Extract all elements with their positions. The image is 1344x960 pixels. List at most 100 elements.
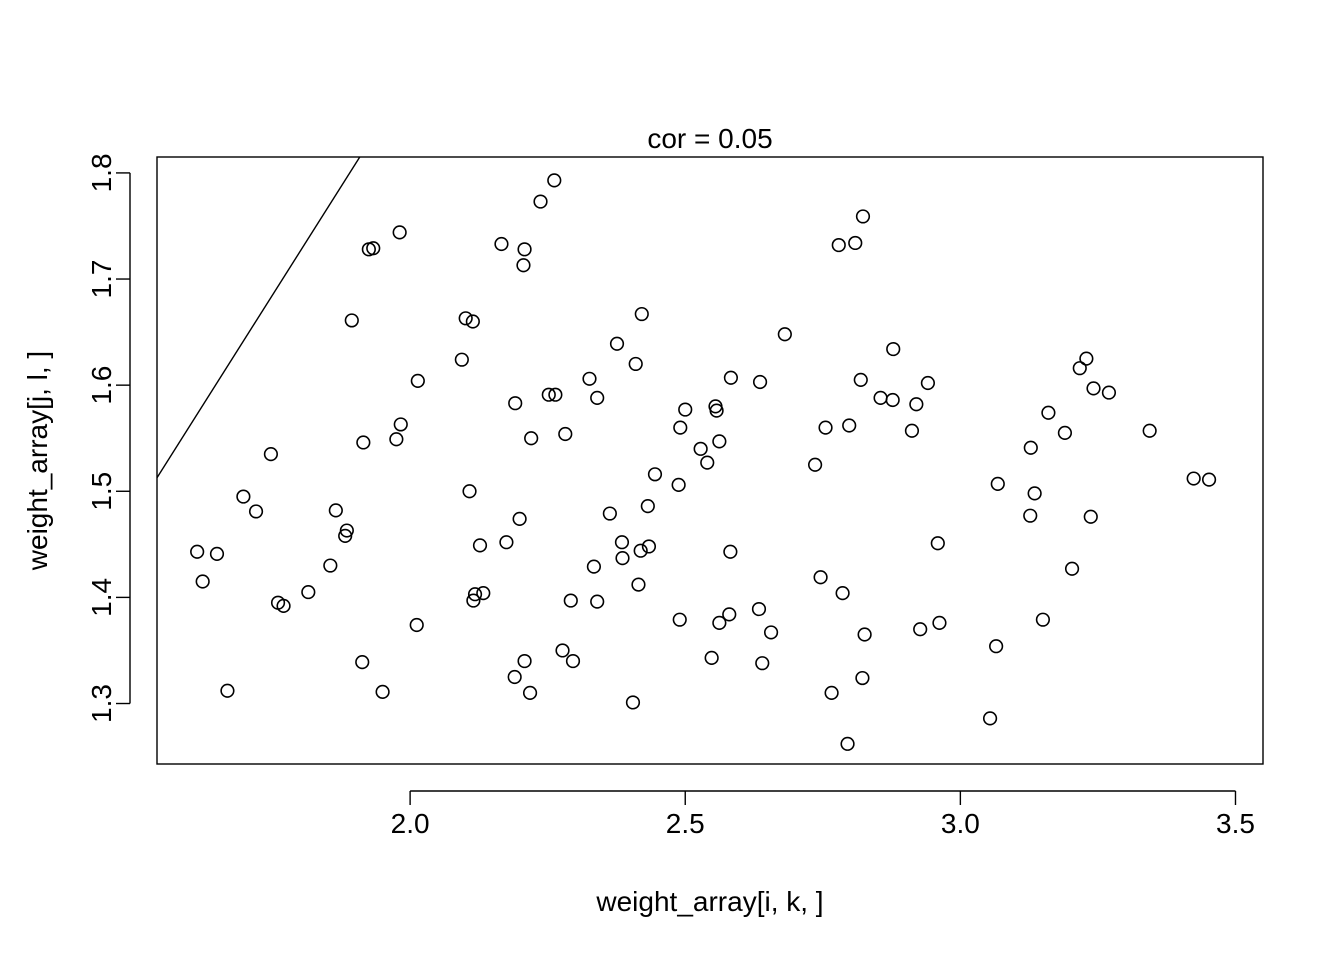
data-point [1079, 351, 1094, 366]
data-point [722, 607, 737, 622]
x-tick-label: 2.0 [391, 808, 430, 839]
y-tick-label: 1.6 [86, 366, 117, 405]
data-point [824, 685, 839, 701]
data-point [704, 650, 719, 665]
data-point [366, 241, 381, 256]
data-point [248, 504, 264, 519]
reference-line [156, 156, 361, 479]
data-point [1086, 381, 1101, 396]
data-point [323, 558, 338, 573]
data-point [700, 455, 715, 470]
data-point [1083, 509, 1098, 524]
data-point [276, 598, 291, 613]
data-point [1023, 440, 1038, 455]
data-point [628, 356, 643, 372]
data-point [885, 392, 900, 408]
data-point [712, 615, 727, 630]
data-point [990, 476, 1005, 491]
data-point [672, 612, 687, 627]
data-point [263, 447, 279, 462]
data-point [344, 313, 359, 328]
data-point [614, 535, 630, 550]
data-point [641, 539, 657, 554]
data-point [563, 593, 578, 608]
data-point [609, 336, 625, 351]
data-point [465, 314, 480, 329]
data-point [751, 601, 767, 617]
data-point [1035, 612, 1051, 627]
data-point [548, 387, 563, 402]
data-point [1057, 425, 1073, 441]
data-point [904, 423, 920, 438]
data-point [582, 371, 597, 386]
data-point [1186, 471, 1201, 486]
data-point [1027, 486, 1042, 501]
data-point [533, 194, 548, 209]
data-point [356, 435, 371, 450]
data-point [855, 209, 871, 224]
data-point [813, 570, 828, 585]
data-point [818, 420, 833, 435]
x-tick-label: 2.5 [666, 808, 705, 839]
x-axis-label: weight_array[i, k, ] [595, 886, 823, 917]
data-point [840, 736, 855, 751]
data-point [615, 551, 630, 566]
reference-line-layer [156, 156, 361, 479]
data-point [723, 544, 738, 559]
chart-title: cor = 0.05 [647, 123, 772, 154]
data-point [517, 242, 532, 257]
data-point [831, 237, 846, 253]
x-tick-label: 3.5 [1216, 808, 1255, 839]
data-point [853, 372, 868, 387]
data-point [712, 434, 727, 449]
data-point [855, 670, 870, 686]
data-point [755, 656, 770, 671]
data-point [909, 397, 924, 412]
data-point [873, 390, 888, 405]
data-point [835, 586, 850, 601]
data-point [932, 615, 947, 630]
data-point [454, 352, 469, 367]
points-layer [190, 173, 1217, 751]
data-point [209, 546, 225, 561]
data-point [631, 577, 646, 592]
y-axis-label: weight_array[j, l, ] [22, 351, 53, 571]
data-point [375, 684, 390, 699]
data-point [458, 311, 473, 326]
data-point [777, 327, 792, 342]
data-point [1072, 361, 1087, 376]
data-point [640, 499, 655, 514]
data-point [467, 587, 483, 602]
x-axis: 2.0 2.5 3.0 3.5 [391, 790, 1255, 839]
data-point [920, 375, 935, 391]
data-point [472, 538, 488, 553]
data-point [1201, 472, 1217, 487]
data-point [195, 574, 210, 589]
data-point [466, 593, 481, 608]
y-tick-label: 1.5 [86, 472, 117, 511]
data-point [752, 374, 768, 390]
y-tick-label: 1.3 [86, 684, 117, 723]
data-point [590, 594, 605, 609]
data-point [1023, 508, 1038, 523]
data-point [190, 544, 205, 559]
data-point [1064, 561, 1080, 576]
data-point [339, 523, 354, 538]
data-point [389, 432, 404, 447]
data-point [848, 235, 863, 251]
data-point [673, 420, 688, 435]
data-point [558, 426, 573, 442]
data-point [693, 441, 708, 456]
data-point [547, 173, 562, 188]
y-axis: 1.3 1.4 1.5 1.6 1.7 1.8 [86, 153, 131, 723]
data-point [989, 639, 1004, 654]
y-tick-label: 1.7 [86, 260, 117, 299]
data-point [982, 711, 998, 726]
data-point [355, 655, 370, 670]
data-point [1101, 385, 1117, 400]
data-point [842, 418, 857, 433]
data-point [1142, 423, 1157, 438]
data-point [524, 431, 539, 446]
data-point [586, 559, 601, 574]
